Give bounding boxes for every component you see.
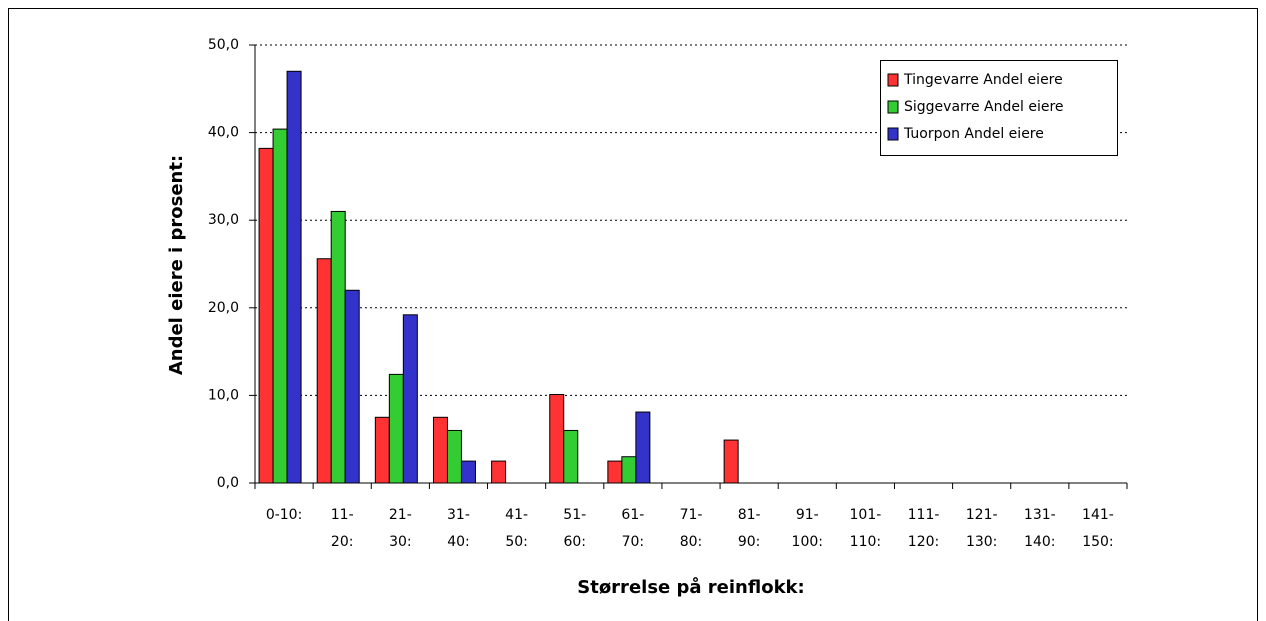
legend-box bbox=[880, 60, 1118, 156]
bar bbox=[460, 460, 476, 484]
x-tick-label: 131-140: bbox=[1024, 507, 1056, 550]
bar bbox=[316, 258, 332, 484]
bar bbox=[607, 460, 623, 484]
y-axis-title: Andel eiere i prosent: bbox=[166, 155, 187, 375]
bar bbox=[432, 416, 448, 484]
bar bbox=[388, 373, 404, 484]
legend-label: Siggevarre Andel eiere bbox=[904, 99, 1064, 115]
x-tick-label: 0-10: bbox=[266, 507, 303, 523]
x-tick-label: 71-80: bbox=[680, 507, 703, 550]
y-tick-label: 20,0 bbox=[208, 300, 239, 316]
bar bbox=[272, 128, 288, 484]
y-tick-label: 10,0 bbox=[208, 387, 239, 403]
bar bbox=[330, 210, 346, 484]
y-tick-label: 0,0 bbox=[217, 475, 239, 491]
x-tick-label: 141-150: bbox=[1082, 507, 1114, 550]
bar bbox=[402, 314, 418, 484]
bar bbox=[723, 439, 739, 484]
bar bbox=[563, 429, 579, 484]
x-tick-label: 81-90: bbox=[738, 507, 761, 550]
x-tick-label: 41-50: bbox=[505, 507, 528, 550]
bar bbox=[446, 429, 462, 484]
legend-swatch bbox=[887, 127, 899, 141]
x-tick-label: 21-30: bbox=[389, 507, 412, 550]
bar bbox=[258, 147, 274, 484]
bar bbox=[344, 289, 360, 484]
x-tick-label: 61-70: bbox=[621, 507, 644, 550]
x-tick-label: 91-100: bbox=[792, 507, 823, 550]
y-tick-label: 30,0 bbox=[208, 212, 239, 228]
x-tick-label: 51-60: bbox=[563, 507, 586, 550]
x-axis-title: Størrelse på reinflokk: bbox=[577, 576, 804, 598]
bar bbox=[286, 70, 302, 484]
x-tick-label: 101-110: bbox=[850, 507, 882, 550]
y-tick-label: 40,0 bbox=[208, 125, 239, 141]
legend-label: Tuorpon Andel eiere bbox=[903, 126, 1044, 142]
frame bbox=[8, 8, 1258, 621]
legend-swatch bbox=[887, 100, 899, 114]
bar bbox=[621, 456, 637, 484]
x-tick-label: 31-40: bbox=[447, 507, 470, 550]
x-tick-label: 111-120: bbox=[908, 507, 940, 550]
bar bbox=[374, 416, 390, 484]
bar bbox=[635, 411, 651, 484]
legend-label: Tingevarre Andel eiere bbox=[903, 72, 1063, 88]
x-tick-label: 11-20: bbox=[331, 507, 354, 550]
x-tick-label: 121-130: bbox=[966, 507, 998, 550]
legend-swatch bbox=[887, 73, 899, 87]
bar bbox=[549, 394, 565, 484]
y-tick-label: 50,0 bbox=[208, 37, 239, 53]
bar bbox=[491, 460, 507, 484]
